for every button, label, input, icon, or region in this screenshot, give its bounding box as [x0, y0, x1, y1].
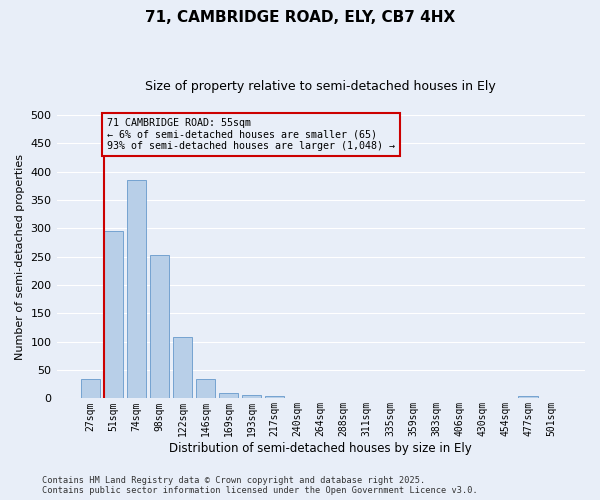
Bar — [242, 395, 262, 398]
Bar — [265, 396, 284, 398]
Text: 71 CAMBRIDGE ROAD: 55sqm
← 6% of semi-detached houses are smaller (65)
93% of se: 71 CAMBRIDGE ROAD: 55sqm ← 6% of semi-de… — [107, 118, 395, 151]
Bar — [196, 378, 215, 398]
Text: 71, CAMBRIDGE ROAD, ELY, CB7 4HX: 71, CAMBRIDGE ROAD, ELY, CB7 4HX — [145, 10, 455, 25]
Bar — [149, 255, 169, 398]
Bar — [80, 378, 100, 398]
Bar — [518, 396, 538, 398]
Y-axis label: Number of semi-detached properties: Number of semi-detached properties — [15, 154, 25, 360]
Bar — [219, 392, 238, 398]
X-axis label: Distribution of semi-detached houses by size in Ely: Distribution of semi-detached houses by … — [169, 442, 472, 455]
Bar — [127, 180, 146, 398]
Bar — [104, 231, 123, 398]
Text: Contains HM Land Registry data © Crown copyright and database right 2025.
Contai: Contains HM Land Registry data © Crown c… — [42, 476, 478, 495]
Bar — [173, 337, 193, 398]
Title: Size of property relative to semi-detached houses in Ely: Size of property relative to semi-detach… — [145, 80, 496, 93]
